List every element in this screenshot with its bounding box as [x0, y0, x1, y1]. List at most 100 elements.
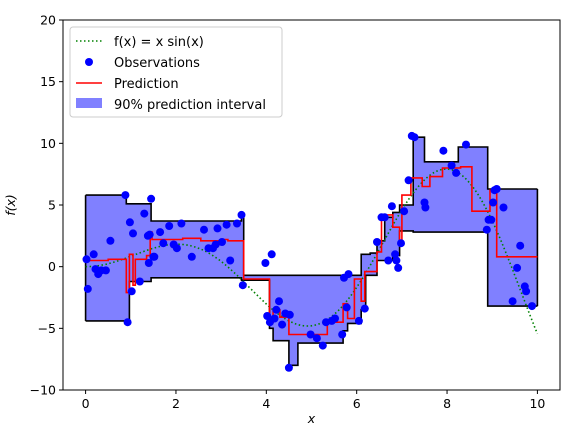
- observation-point: [391, 250, 400, 259]
- observation-point: [312, 334, 321, 343]
- observation-point: [499, 203, 508, 212]
- observation-point: [101, 266, 110, 275]
- observation-point: [222, 220, 231, 229]
- legend-box: [69, 26, 283, 118]
- observation-point: [267, 250, 276, 259]
- y-tick-label: 10: [40, 136, 56, 151]
- y-tick-label: 0: [48, 259, 56, 274]
- observation-point: [394, 263, 403, 272]
- true-function-series: [85, 168, 539, 335]
- observation-point: [82, 255, 91, 264]
- observation-point: [410, 133, 419, 142]
- observation-point: [404, 176, 413, 185]
- observation-point: [261, 259, 270, 267]
- y-tick-label: −5: [38, 321, 56, 336]
- observation-point: [187, 252, 196, 261]
- observation-point: [211, 240, 220, 249]
- x-tick-label: 6: [353, 396, 361, 411]
- observation-point: [400, 207, 409, 216]
- y-axis: −10 −5 0 5 10 15 20: [30, 13, 63, 398]
- observation-point: [275, 297, 283, 306]
- observation-point: [140, 209, 149, 218]
- observation-point: [159, 239, 168, 248]
- observations-series: [82, 131, 536, 372]
- observation-point: [156, 228, 165, 237]
- observation-point: [354, 316, 363, 325]
- legend-prediction-label: Prediction: [114, 77, 179, 92]
- observation-point: [522, 287, 531, 296]
- observation-point: [200, 225, 208, 234]
- observation-point: [344, 270, 353, 279]
- observation-point: [237, 210, 246, 219]
- observation-point: [226, 256, 235, 265]
- observation-point: [508, 297, 517, 306]
- observation-point: [121, 191, 130, 200]
- observation-point: [125, 218, 134, 227]
- legend-true-function-label: f(x) = x sin(x): [114, 35, 204, 50]
- observation-point: [452, 168, 461, 177]
- observation-point: [513, 263, 522, 272]
- observation-point: [516, 241, 525, 250]
- observation-point: [89, 250, 98, 259]
- y-tick-label: 15: [40, 74, 56, 89]
- x-tick-label: 2: [172, 396, 180, 411]
- interval-band: [85, 137, 538, 366]
- observation-point: [177, 219, 186, 228]
- observation-point: [272, 305, 281, 314]
- y-tick-label: 20: [40, 13, 56, 28]
- legend-observations-swatch: [85, 58, 93, 66]
- observation-point: [489, 198, 498, 207]
- observation-point: [439, 146, 448, 155]
- observation-point: [263, 312, 272, 320]
- observation-point: [528, 302, 536, 311]
- observation-point: [172, 244, 181, 253]
- observation-point: [397, 239, 405, 248]
- prediction-series: [85, 166, 538, 336]
- observation-point: [238, 281, 247, 290]
- x-axis: 0 2 4 6 8 10: [82, 390, 545, 411]
- observation-point: [127, 287, 136, 296]
- legend: f(x) = x sin(x) Observations Prediction …: [69, 26, 283, 118]
- observation-point: [331, 314, 339, 323]
- x-tick-label: 0: [82, 396, 90, 411]
- observation-point: [83, 284, 92, 293]
- legend-interval-swatch: [76, 98, 102, 108]
- observation-point: [123, 318, 132, 327]
- legend-interval-label: 90% prediction interval: [114, 98, 266, 113]
- x-tick-label: 8: [443, 396, 451, 411]
- observation-point: [342, 303, 351, 312]
- observation-point: [447, 161, 456, 170]
- observation-point: [492, 185, 501, 193]
- legend-observations-label: Observations: [114, 56, 200, 71]
- x-tick-label: 4: [262, 396, 270, 411]
- observation-point: [135, 277, 144, 286]
- y-axis-label: f(x): [3, 194, 18, 216]
- y-tick-label: −10: [30, 383, 56, 398]
- observation-point: [360, 304, 369, 313]
- observation-point: [218, 238, 226, 246]
- y-tick-label: 5: [48, 198, 56, 213]
- observation-point: [165, 222, 174, 230]
- observation-point: [482, 225, 491, 234]
- observation-point: [278, 320, 287, 329]
- observation-point: [384, 256, 393, 265]
- observation-point: [106, 236, 115, 245]
- observation-point: [145, 230, 154, 239]
- observation-point: [462, 140, 470, 149]
- observation-point: [147, 194, 156, 203]
- observation-point: [387, 202, 396, 211]
- x-tick-label: 10: [529, 396, 545, 411]
- observation-point: [373, 238, 381, 246]
- observation-point: [380, 213, 389, 222]
- observation-point: [338, 330, 347, 339]
- observation-point: [129, 229, 137, 238]
- observation-point: [487, 215, 496, 224]
- observation-point: [233, 219, 241, 228]
- observation-point: [421, 203, 430, 212]
- observation-point: [285, 310, 294, 319]
- observation-point: [144, 259, 153, 267]
- observation-point: [213, 224, 222, 233]
- observation-point: [270, 314, 279, 323]
- true-function-line: [85, 168, 539, 335]
